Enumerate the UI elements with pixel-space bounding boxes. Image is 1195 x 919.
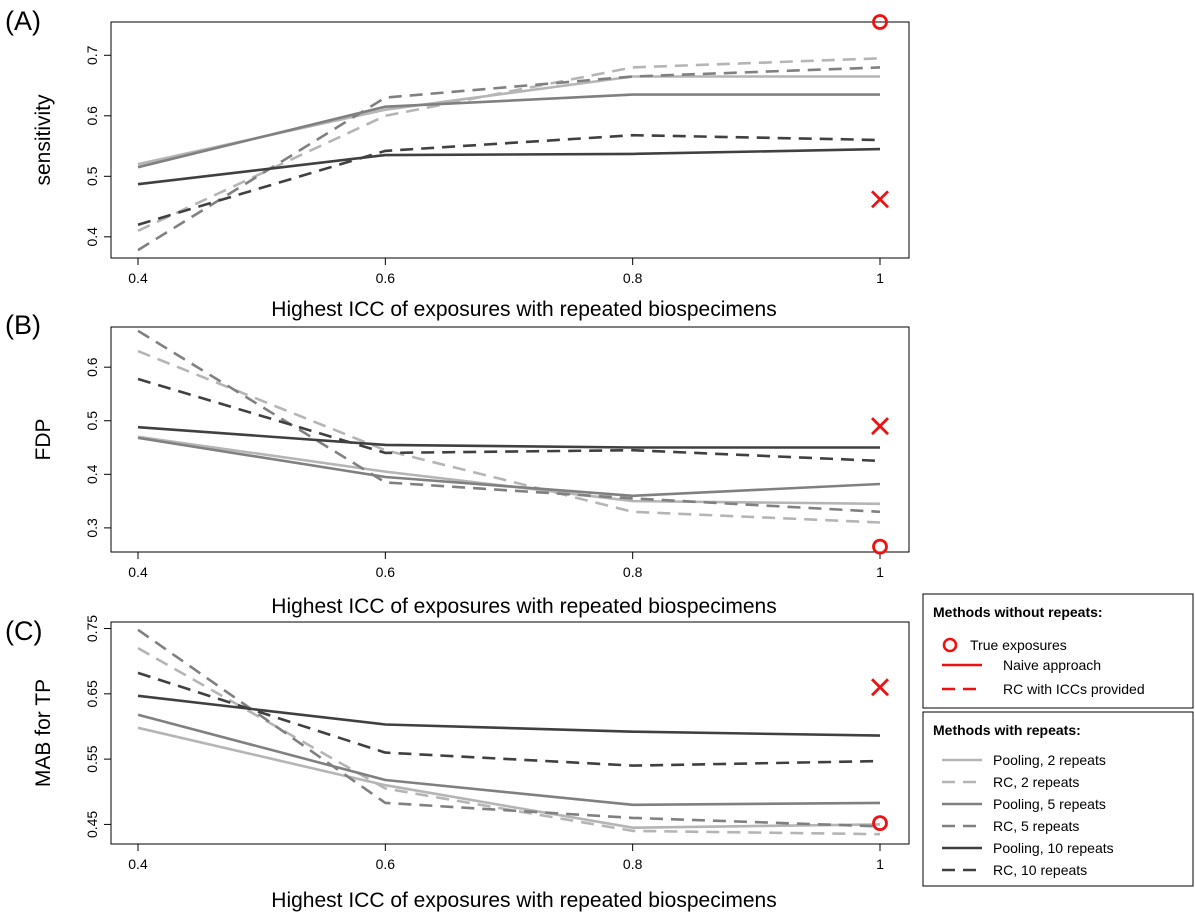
y-tick-label: 0.45 — [84, 811, 100, 838]
series-line-rc-5-repeats — [137, 628, 881, 828]
series-line-rc-10-repeats — [137, 377, 881, 463]
legend-rc-5-label: RC, 5 repeats — [993, 818, 1079, 834]
x-axis-title-b: Highest ICC of exposures with repeated b… — [271, 595, 776, 618]
series-line-pooling-2-repeats — [137, 726, 881, 830]
legend-with-box — [922, 711, 1194, 887]
series-line-pooling-5-repeats — [137, 713, 881, 807]
x-tick-label: 0.8 — [623, 270, 643, 286]
panel-label-c: (C) — [5, 616, 42, 646]
y-tick-label: 0.5 — [84, 166, 100, 186]
legend-with-title: Methods with repeats: — [933, 722, 1081, 738]
legend-rc-iccs-label: RC with ICCs provided — [1003, 681, 1145, 697]
naive-approach-marker — [871, 190, 889, 209]
true-exposures-marker — [872, 14, 888, 30]
series-line-rc-2-repeats — [137, 349, 881, 524]
true-exposures-marker — [872, 815, 888, 832]
panel-c: (C) 0.4 0.6 0.8 1 0.45 0.55 0.65 0.75 Highest ICC… — [5, 615, 910, 912]
legend-with-repeats: Methods with repeats: Pooling, 2 repeats… — [922, 711, 1194, 887]
x-tick-label: 0.6 — [376, 270, 396, 286]
x-tick-label: 0.4 — [128, 856, 148, 872]
true-exposures-marker — [872, 538, 888, 555]
y-tick-label: 0.55 — [84, 745, 100, 772]
x-tick-label: 0.8 — [623, 564, 643, 580]
legend-rc-2-label: RC, 2 repeats — [993, 774, 1079, 790]
y-tick-label: 0.65 — [84, 680, 100, 707]
series-line-rc-10-repeats — [137, 671, 881, 767]
x-axis-title-c: Highest ICC of exposures with repeated b… — [271, 889, 776, 912]
legend-naive-label: Naive approach — [1003, 657, 1101, 673]
panel-label-a: (A) — [5, 6, 41, 36]
legend-pooling-10-label: Pooling, 10 repeats — [993, 840, 1114, 856]
series-line-pooling-10-repeats — [137, 147, 881, 186]
naive-approach-marker — [871, 678, 889, 697]
legend-pooling-5-label: Pooling, 5 repeats — [993, 796, 1106, 812]
series-line-pooling-10-repeats — [137, 425, 880, 449]
naive-cross-stroke — [871, 190, 889, 209]
naive-approach-marker — [871, 417, 889, 436]
y-tick-label: 0.75 — [84, 615, 100, 642]
x-tick-label: 1 — [876, 856, 884, 872]
y-tick-label: 0.6 — [84, 106, 100, 126]
x-tick-label: 0.4 — [128, 270, 148, 286]
x-tick-label: 0.4 — [128, 564, 148, 580]
y-axis-title-b: FDP — [32, 419, 55, 461]
y-tick-label: 0.7 — [84, 45, 100, 65]
series-line-rc-2-repeats — [137, 57, 881, 232]
y-tick-label: 0.4 — [84, 227, 100, 247]
panel-a: (A) 0.4 0.6 0.8 1 0.4 0.5 0.6 0.7 Highest ICC of … — [5, 6, 910, 321]
series-line-pooling-5-repeats — [137, 93, 880, 169]
series-line-rc-10-repeats — [137, 133, 881, 226]
legend-without-title: Methods without repeats: — [933, 604, 1103, 620]
legend-without-repeats: Methods without repeats: True exposures … — [922, 593, 1194, 709]
naive-cross-stroke — [871, 678, 889, 697]
x-tick-label: 0.8 — [623, 856, 643, 872]
series-line-pooling-5-repeats — [137, 436, 881, 498]
naive-cross-stroke — [871, 417, 889, 436]
x-tick-label: 0.6 — [376, 856, 396, 872]
legend-true-exposures-marker — [942, 637, 958, 653]
panel-label-b: (B) — [5, 310, 41, 340]
y-tick-label: 0.3 — [84, 518, 100, 538]
y-axis-title-a: sensitivity — [32, 94, 55, 186]
chart-panels: (A) 0.4 0.6 0.8 1 0.4 0.5 0.6 0.7 Highest ICC of … — [5, 6, 910, 912]
legend-rc-10-label: RC, 10 repeats — [993, 862, 1087, 878]
series-line-rc-5-repeats — [137, 66, 881, 252]
series-line-rc-5-repeats — [137, 329, 881, 514]
y-axis-title-c: MAB for TP — [32, 679, 55, 787]
x-tick-label: 0.6 — [376, 564, 396, 580]
x-axis-title-a: Highest ICC of exposures with repeated b… — [271, 298, 776, 321]
y-tick-label: 0.6 — [84, 357, 100, 377]
legend-pooling-2-label: Pooling, 2 repeats — [993, 752, 1106, 768]
y-tick-label: 0.5 — [84, 411, 100, 431]
panel-b: (B) 0.4 0.6 0.8 1 0.3 0.4 0.5 0.6 Highest ICC of … — [5, 310, 910, 618]
series-line-pooling-10-repeats — [137, 694, 881, 737]
legend-true-exposures-label: True exposures — [970, 637, 1067, 653]
plot-frame-a — [110, 21, 910, 259]
y-tick-label: 0.4 — [84, 464, 100, 484]
x-tick-label: 1 — [876, 564, 884, 580]
x-tick-label: 1 — [876, 270, 884, 286]
